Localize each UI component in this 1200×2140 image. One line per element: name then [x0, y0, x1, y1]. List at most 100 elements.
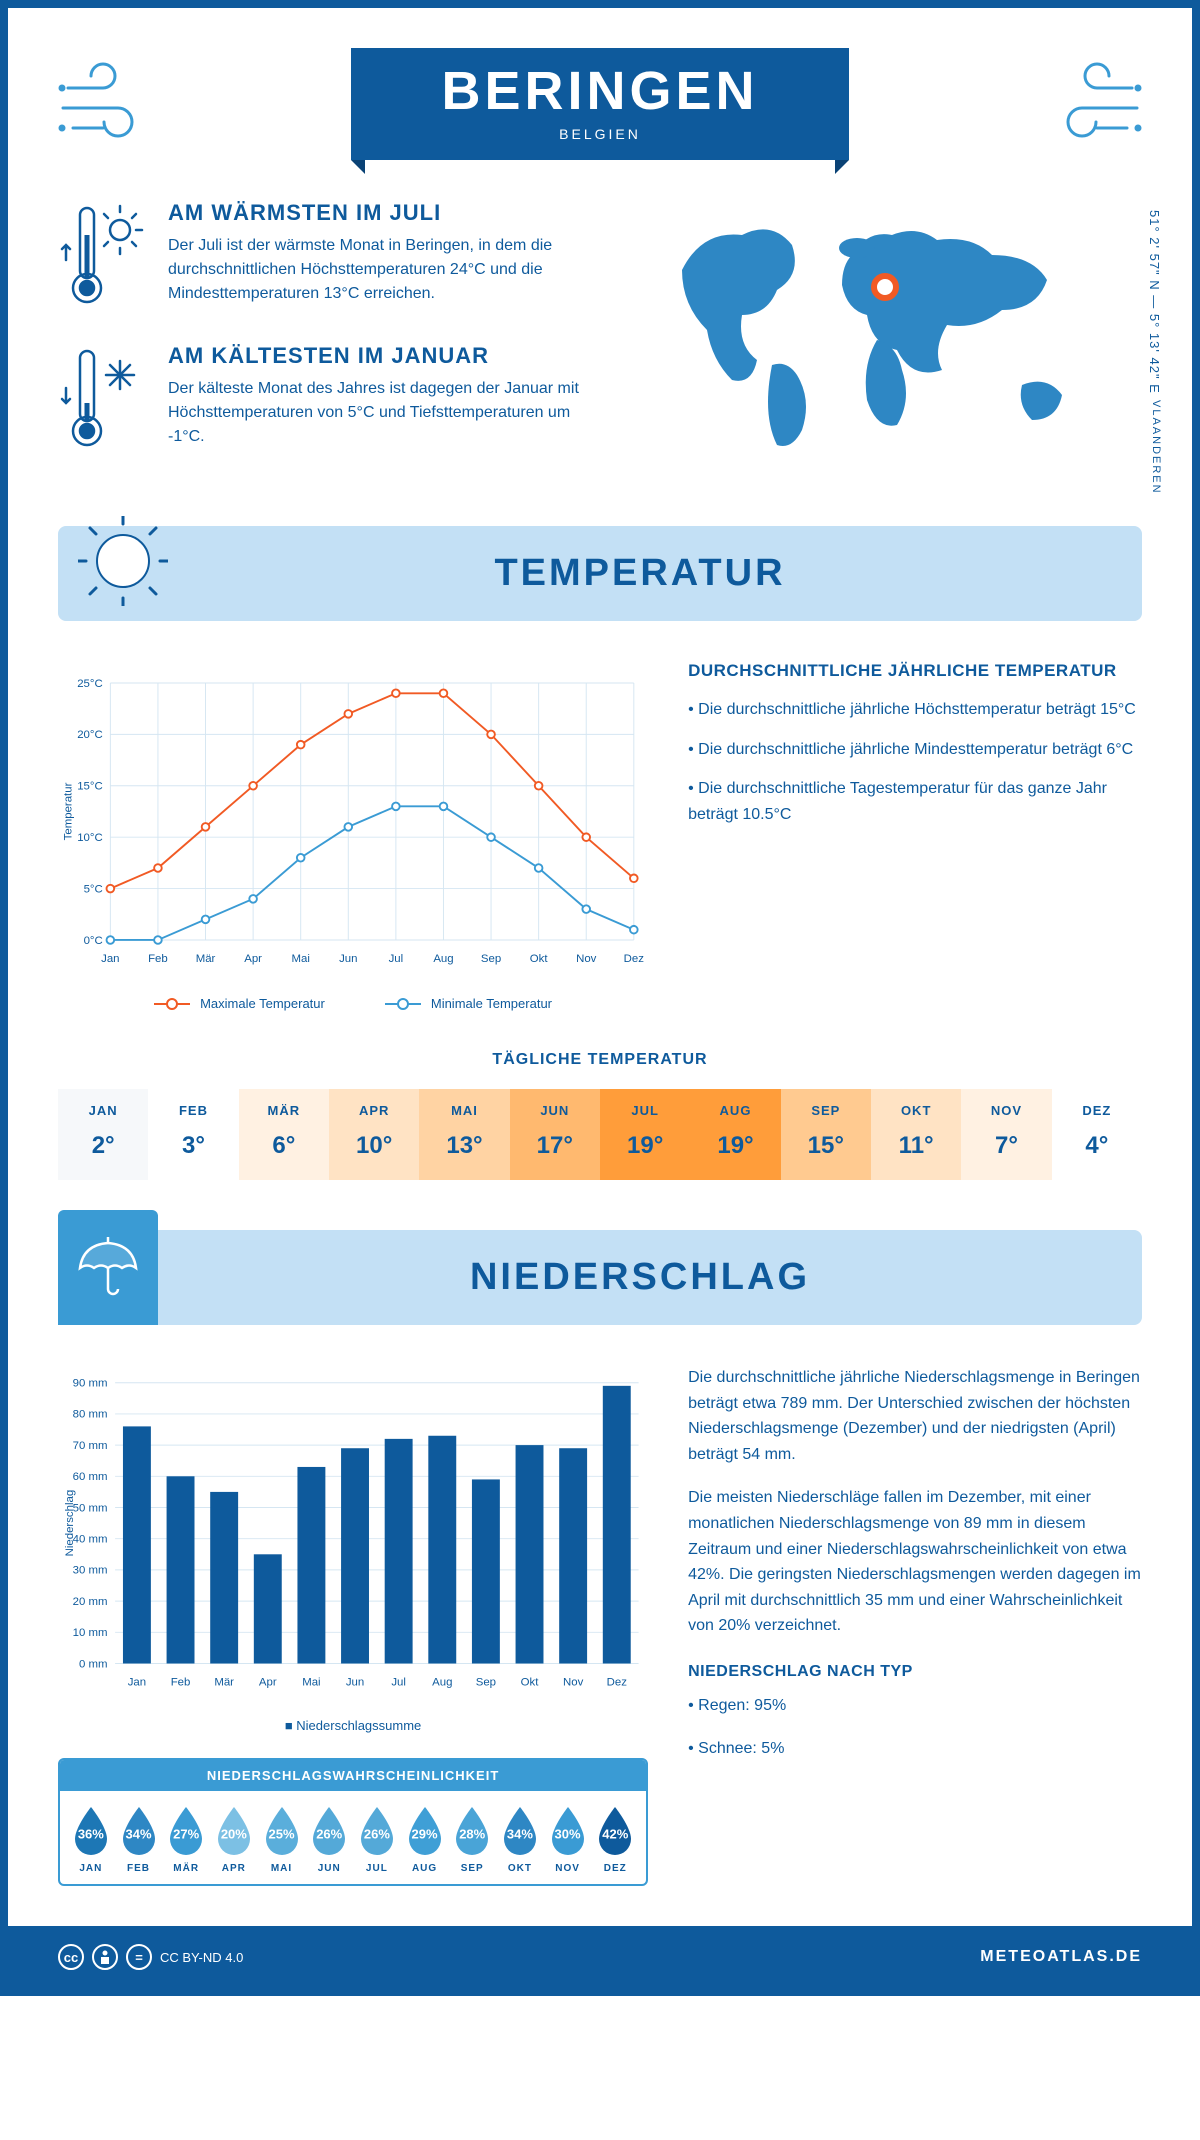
prob-cell: 26%JUL: [354, 1805, 400, 1874]
svg-text:Nov: Nov: [563, 1676, 584, 1688]
nd-icon: =: [126, 1944, 152, 1970]
svg-text:70 mm: 70 mm: [73, 1440, 108, 1452]
prob-cell: 29%AUG: [402, 1805, 448, 1874]
city-name: BERINGEN: [441, 60, 758, 122]
svg-text:Mär: Mär: [214, 1676, 234, 1688]
country-name: BELGIEN: [441, 126, 758, 142]
section-header-precip: NIEDERSCHLAG: [58, 1230, 1142, 1325]
intro-row: AM WÄRMSTEN IM JULI Der Juli ist der wär…: [58, 200, 1142, 486]
precip-summary: Die durchschnittliche jährliche Niedersc…: [688, 1365, 1142, 1886]
header: BERINGEN BELGIEN: [58, 48, 1142, 160]
svg-text:90 mm: 90 mm: [73, 1378, 108, 1390]
svg-text:Dez: Dez: [624, 953, 645, 965]
fact-title: AM WÄRMSTEN IM JULI: [168, 200, 602, 226]
by-icon: [92, 1944, 118, 1970]
svg-text:20 mm: 20 mm: [73, 1596, 108, 1608]
svg-text:Mär: Mär: [196, 953, 216, 965]
prob-title: NIEDERSCHLAGSWAHRSCHEINLICHKEIT: [60, 1760, 646, 1791]
daily-cell: MAI13°: [419, 1089, 509, 1180]
daily-cell: FEB3°: [148, 1089, 238, 1180]
svg-text:80 mm: 80 mm: [73, 1409, 108, 1421]
svg-text:Feb: Feb: [171, 1676, 191, 1688]
svg-text:Aug: Aug: [432, 1676, 452, 1688]
svg-text:25°C: 25°C: [77, 678, 103, 690]
daily-temp-table: JAN2°FEB3°MÄR6°APR10°MAI13°JUN17°JUL19°A…: [58, 1089, 1142, 1180]
footer: cc = CC BY-ND 4.0 METEOATLAS.DE: [8, 1926, 1192, 1988]
daily-cell: OKT11°: [871, 1089, 961, 1180]
svg-text:Jul: Jul: [391, 1676, 406, 1688]
svg-text:Dez: Dez: [607, 1676, 628, 1688]
legend-max: .legend-item:nth-child(1) .legend-line::…: [154, 996, 325, 1011]
temperature-summary: DURCHSCHNITTLICHE JÄHRLICHE TEMPERATUR •…: [688, 661, 1142, 1011]
world-map: 51° 2' 57" N — 5° 13' 42" E VLAANDEREN: [642, 200, 1142, 486]
svg-text:Mai: Mai: [292, 953, 310, 965]
svg-text:Nov: Nov: [576, 953, 597, 965]
legend-min: .legend-item:nth-child(2) .legend-line::…: [385, 996, 552, 1011]
svg-text:40 mm: 40 mm: [73, 1534, 108, 1546]
svg-text:0 mm: 0 mm: [79, 1658, 108, 1670]
umbrella-icon: [58, 1210, 158, 1325]
prob-cell: 28%SEP: [449, 1805, 495, 1874]
title-banner: BERINGEN BELGIEN: [351, 48, 848, 160]
fact-text: Der kälteste Monat des Jahres ist dagege…: [168, 377, 602, 449]
daily-cell: AUG19°: [690, 1089, 780, 1180]
svg-text:Apr: Apr: [244, 953, 262, 965]
region-label: VLAANDEREN: [1150, 400, 1162, 495]
svg-text:Okt: Okt: [530, 953, 549, 965]
svg-text:Apr: Apr: [259, 1676, 277, 1688]
bar-legend: Niederschlagssumme: [285, 1718, 421, 1733]
daily-cell: DEZ4°: [1052, 1089, 1142, 1180]
thermometer-sun-icon: [58, 200, 148, 315]
brand: METEOATLAS.DE: [980, 1948, 1142, 1966]
daily-cell: MÄR6°: [239, 1089, 329, 1180]
thermometer-snow-icon: [58, 343, 148, 458]
svg-text:Aug: Aug: [433, 953, 453, 965]
coordinates: 51° 2' 57" N — 5° 13' 42" E: [1147, 210, 1162, 394]
warmest-fact: AM WÄRMSTEN IM JULI Der Juli ist der wär…: [58, 200, 602, 315]
svg-text:Jan: Jan: [101, 953, 119, 965]
svg-text:Sep: Sep: [476, 1676, 496, 1688]
svg-text:10°C: 10°C: [77, 832, 103, 844]
prob-cell: 36%JAN: [68, 1805, 114, 1874]
svg-text:20°C: 20°C: [77, 729, 103, 741]
svg-text:10 mm: 10 mm: [73, 1627, 108, 1639]
coldest-fact: AM KÄLTESTEN IM JANUAR Der kälteste Mona…: [58, 343, 602, 458]
svg-text:Temperatur: Temperatur: [62, 782, 74, 840]
svg-text:Jun: Jun: [339, 953, 357, 965]
precip-probability-box: NIEDERSCHLAGSWAHRSCHEINLICHKEIT 36%JAN34…: [58, 1758, 648, 1886]
prob-cell: 42%DEZ: [592, 1805, 638, 1874]
svg-text:60 mm: 60 mm: [73, 1471, 108, 1483]
section-title: NIEDERSCHLAG: [178, 1256, 1102, 1299]
svg-text:Jan: Jan: [128, 1676, 146, 1688]
prob-cell: 30%NOV: [545, 1805, 591, 1874]
svg-text:Mai: Mai: [302, 1676, 320, 1688]
prob-cell: 34%OKT: [497, 1805, 543, 1874]
sun-icon: [78, 516, 168, 606]
wind-icon: [1032, 58, 1142, 153]
precipitation-bar-chart: 0 mm 10 mm 20 mm 30 mm 40 mm 50 mm 60 mm 70 mm 8…: [58, 1365, 648, 1733]
svg-text:Sep: Sep: [481, 953, 501, 965]
daily-temp-title: TÄGLICHE TEMPERATUR: [58, 1051, 1142, 1069]
svg-text:Jul: Jul: [389, 953, 404, 965]
svg-text:50 mm: 50 mm: [73, 1502, 108, 1514]
cc-icon: cc: [58, 1944, 84, 1970]
daily-cell: APR10°: [329, 1089, 419, 1180]
daily-cell: JUN17°: [510, 1089, 600, 1180]
section-header-temperature: TEMPERATUR: [58, 526, 1142, 621]
svg-text:Niederschlag: Niederschlag: [64, 1490, 76, 1557]
svg-text:Jun: Jun: [346, 1676, 364, 1688]
svg-text:5°C: 5°C: [84, 883, 103, 895]
prob-cell: 34%FEB: [116, 1805, 162, 1874]
prob-cell: 20%APR: [211, 1805, 257, 1874]
temperature-line-chart: 0°C5°C10°C15°C20°C25°CJanFebMärAprMaiJun…: [58, 661, 648, 1011]
svg-text:15°C: 15°C: [77, 781, 103, 793]
prob-cell: 27%MÄR: [163, 1805, 209, 1874]
svg-text:Feb: Feb: [148, 953, 168, 965]
license: cc = CC BY-ND 4.0: [58, 1944, 243, 1970]
prob-cell: 26%JUN: [306, 1805, 352, 1874]
fact-text: Der Juli ist der wärmste Monat in Bering…: [168, 234, 602, 306]
svg-text:30 mm: 30 mm: [73, 1565, 108, 1577]
prob-cell: 25%MAI: [259, 1805, 305, 1874]
daily-cell: JUL19°: [600, 1089, 690, 1180]
wind-icon: [58, 58, 168, 153]
